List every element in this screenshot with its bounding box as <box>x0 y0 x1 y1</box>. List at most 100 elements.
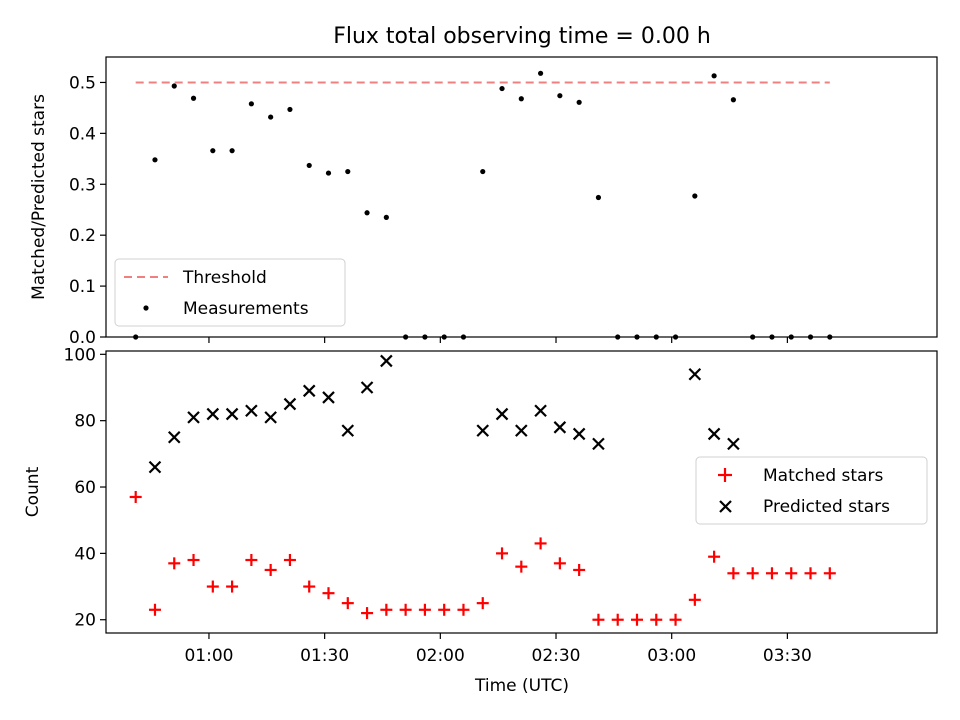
measurement-point <box>518 96 524 102</box>
y-tick-label: 60 <box>74 478 96 498</box>
measurement-point <box>711 73 717 79</box>
matched-star-point <box>611 613 624 626</box>
measurement-point <box>152 157 158 163</box>
y-tick-label: 0.4 <box>69 124 96 144</box>
matched-star-point <box>823 567 836 580</box>
matched-star-point <box>650 613 663 626</box>
measurement-point <box>364 210 370 216</box>
legend-predicted-label: Predicted stars <box>763 497 890 517</box>
y-tick-label: 40 <box>74 544 96 564</box>
matched-star-point <box>476 597 489 610</box>
y-axis-label-count: Count <box>23 466 43 517</box>
measurement-point <box>210 148 216 154</box>
y-tick-label: 0.5 <box>69 73 96 93</box>
x-tick-label: 03:30 <box>763 646 812 666</box>
y-axis-label-ratio: Matched/Predicted stars <box>29 94 49 300</box>
plot-frame-bottom <box>105 350 938 634</box>
x-tick-marks-top <box>208 337 788 343</box>
matched-star-point <box>746 567 759 580</box>
legend-measurement-swatch <box>143 305 149 311</box>
predicted-star-point <box>688 367 702 381</box>
measurement-point <box>730 97 736 103</box>
measurement-point <box>345 168 351 175</box>
predicted-star-point <box>592 437 605 451</box>
matched-star-point <box>496 547 509 560</box>
legend-ratio: Threshold Measurements <box>114 258 346 327</box>
ratio-plot-area <box>133 70 833 340</box>
measurement-point <box>171 83 177 89</box>
measurement-point <box>537 70 544 76</box>
matched-star-point <box>245 554 258 567</box>
y-ticks-count: 20 40 60 80 100 <box>64 345 106 631</box>
legend-measurements-label: Measurements <box>183 299 309 319</box>
predicted-star-point <box>534 404 547 417</box>
matched-star-point <box>688 593 701 606</box>
matched-star-point <box>283 554 296 567</box>
y-tick-label: 0.0 <box>69 328 96 348</box>
predicted-star-point <box>707 427 721 441</box>
predicted-star-point <box>302 384 316 398</box>
measurement-point <box>557 93 563 99</box>
legend-matched-swatch <box>718 468 732 482</box>
predicted-star-point <box>572 427 586 441</box>
measurement-point <box>248 101 254 107</box>
measurement-point <box>383 214 389 220</box>
predicted-star-point <box>225 407 239 421</box>
legend-box <box>114 258 346 327</box>
predicted-star-point <box>341 424 355 437</box>
measurement-point <box>499 85 505 92</box>
matched-star-point <box>515 560 528 573</box>
matched-star-point <box>669 613 682 626</box>
matched-star-point <box>457 603 470 616</box>
matched-star-point <box>438 603 451 616</box>
matched-star-point <box>380 603 393 616</box>
predicted-star-point <box>264 411 277 424</box>
predicted-star-point <box>187 411 200 424</box>
matched-star-point <box>534 537 547 550</box>
matched-star-point <box>399 603 412 616</box>
y-ticks-ratio: 0.0 0.1 0.2 0.3 0.4 0.5 <box>69 73 106 348</box>
y-tick-label: 80 <box>74 412 96 432</box>
legend-predicted-swatch <box>719 500 732 513</box>
predicted-star-point <box>322 391 335 404</box>
predicted-star-point <box>245 404 258 417</box>
x-tick-label: 02:00 <box>416 646 465 666</box>
matched-star-point <box>264 563 277 576</box>
legend-threshold-label: Threshold <box>182 268 267 288</box>
matched-star-point <box>361 607 374 620</box>
counts-plot-area <box>129 354 836 626</box>
predicted-star-point <box>206 407 220 421</box>
y-tick-label: 0.1 <box>69 277 96 297</box>
y-tick-label: 20 <box>74 611 96 631</box>
x-ticks-time: 01:00 01:30 02:00 02:30 03:00 03:30 <box>184 633 812 666</box>
matched-star-point <box>168 557 181 570</box>
predicted-star-point <box>553 421 567 434</box>
matched-star-point <box>592 613 605 626</box>
predicted-star-point <box>283 397 297 411</box>
measurement-point <box>287 106 293 113</box>
predicted-star-point <box>495 407 509 421</box>
matched-star-point <box>573 563 586 576</box>
predicted-star-point <box>727 437 740 451</box>
matched-star-point <box>418 603 431 616</box>
predicted-star-point <box>380 354 393 368</box>
predicted-star-point <box>476 424 490 437</box>
measurement-point <box>692 193 698 199</box>
matched-star-point <box>226 580 239 593</box>
matched-star-point <box>765 567 778 580</box>
x-tick-label: 02:30 <box>532 646 581 666</box>
matched-star-point <box>630 613 643 626</box>
predicted-star-point <box>360 381 374 394</box>
matched-star-point <box>804 567 817 580</box>
flux-ratio-panel: Flux total observing time = 0.00 h Match… <box>29 24 938 348</box>
predicted-star-point <box>515 424 528 437</box>
measurement-point <box>576 99 582 105</box>
x-tick-label: 03:00 <box>647 646 696 666</box>
y-tick-label: 0.2 <box>69 226 96 246</box>
legend-counts: Matched stars Predicted stars <box>695 456 928 525</box>
matched-star-point <box>341 597 354 610</box>
matched-star-point <box>129 490 142 503</box>
measurement-point <box>190 95 197 101</box>
